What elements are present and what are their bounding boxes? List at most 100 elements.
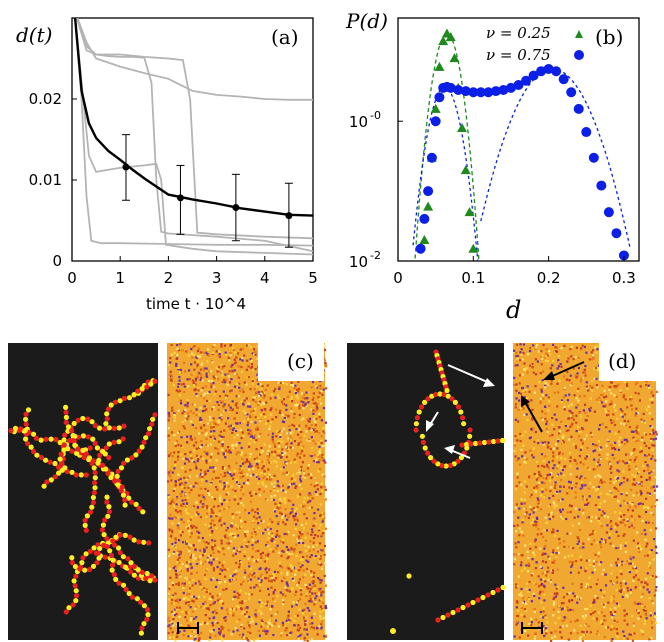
displacement-speck bbox=[168, 413, 171, 416]
displacement-speck bbox=[263, 560, 266, 563]
displacement-speck bbox=[219, 400, 222, 403]
displacement-speck bbox=[645, 497, 648, 500]
displacement-speck bbox=[268, 568, 271, 571]
displacement-speck bbox=[179, 624, 183, 627]
defect-particle bbox=[147, 578, 153, 584]
displacement-speck bbox=[566, 593, 569, 596]
displacement-speck bbox=[609, 490, 612, 493]
displacement-speck bbox=[222, 405, 225, 408]
displacement-speck bbox=[517, 553, 520, 556]
displacement-speck bbox=[257, 482, 260, 485]
defect-particle bbox=[73, 598, 79, 604]
displacement-speck bbox=[640, 418, 643, 421]
displacement-speck bbox=[284, 502, 287, 505]
displacement-speck bbox=[321, 473, 324, 476]
displacement-speck bbox=[313, 587, 316, 590]
displacement-speck bbox=[231, 428, 234, 431]
displacement-speck bbox=[194, 355, 197, 358]
displacement-speck bbox=[177, 349, 180, 352]
displacement-speck bbox=[264, 602, 267, 606]
displacement-speck bbox=[176, 524, 179, 527]
defect-particle bbox=[70, 432, 76, 439]
displacement-speck bbox=[220, 542, 223, 545]
displacement-speck bbox=[596, 578, 599, 581]
displacement-speck bbox=[181, 499, 184, 502]
displacement-speck bbox=[535, 485, 538, 488]
displacement-speck bbox=[563, 386, 566, 390]
displacement-speck bbox=[301, 475, 304, 478]
displacement-speck bbox=[522, 597, 525, 600]
displacement-speck bbox=[185, 511, 188, 514]
displacement-speck bbox=[603, 407, 607, 410]
defect-particle bbox=[135, 388, 141, 394]
displacement-speck bbox=[320, 419, 323, 422]
displacement-speck bbox=[224, 580, 227, 583]
displacement-speck bbox=[184, 565, 188, 568]
displacement-speck bbox=[566, 606, 569, 609]
displacement-speck bbox=[523, 486, 526, 489]
displacement-speck bbox=[212, 466, 215, 469]
displacement-speck bbox=[268, 453, 271, 456]
displacement-speck bbox=[641, 502, 644, 505]
displacement-speck bbox=[253, 572, 256, 575]
displacement-speck bbox=[266, 554, 269, 557]
displacement-speck bbox=[649, 566, 652, 569]
displacement-speck bbox=[189, 535, 192, 538]
displacement-speck bbox=[610, 596, 613, 599]
displacement-speck bbox=[558, 537, 561, 541]
displacement-speck bbox=[601, 573, 604, 576]
displacement-speck bbox=[539, 565, 542, 568]
displacement-speck bbox=[194, 379, 197, 382]
displacement-speck bbox=[324, 584, 327, 587]
displacement-speck bbox=[585, 559, 588, 562]
displacement-speck bbox=[290, 546, 293, 549]
displacement-speck bbox=[222, 626, 225, 629]
displacement-speck bbox=[320, 441, 323, 444]
displacement-speck bbox=[621, 521, 624, 524]
displacement-speck bbox=[218, 483, 221, 486]
displacement-speck bbox=[596, 369, 599, 372]
displacement-speck bbox=[576, 632, 579, 635]
defect-particle bbox=[73, 588, 79, 594]
displacement-speck bbox=[632, 430, 635, 433]
panel-b-ticks: 0 0.1 0.2 0.310-210-0 bbox=[349, 109, 636, 287]
displacement-speck bbox=[568, 504, 572, 507]
displacement-speck bbox=[591, 386, 594, 389]
displacement-speck bbox=[207, 469, 210, 472]
displacement-speck bbox=[528, 350, 531, 353]
displacement-speck bbox=[246, 479, 249, 482]
displacement-speck bbox=[194, 607, 197, 610]
displacement-speck bbox=[171, 612, 174, 615]
displacement-speck bbox=[176, 552, 179, 555]
displacement-speck bbox=[235, 569, 238, 572]
displacement-speck bbox=[195, 501, 198, 504]
displacement-speck bbox=[595, 560, 598, 563]
displacement-speck bbox=[255, 492, 258, 495]
displacement-speck bbox=[600, 619, 603, 622]
displacement-speck bbox=[323, 366, 326, 369]
displacement-speck bbox=[582, 371, 585, 374]
displacement-speck bbox=[518, 481, 521, 484]
displacement-speck bbox=[215, 476, 218, 480]
displacement-speck bbox=[318, 445, 321, 448]
displacement-speck bbox=[554, 622, 557, 625]
displacement-speck bbox=[212, 375, 215, 378]
defect-particle bbox=[53, 436, 59, 443]
displacement-speck bbox=[322, 454, 325, 458]
displacement-speck bbox=[177, 409, 180, 412]
displacement-speck bbox=[303, 434, 306, 437]
displacement-speck bbox=[276, 454, 279, 457]
displacement-speck bbox=[585, 503, 588, 506]
displacement-speck bbox=[611, 638, 614, 641]
displacement-speck bbox=[230, 525, 233, 528]
displacement-speck bbox=[306, 587, 309, 590]
displacement-speck bbox=[263, 392, 266, 395]
displacement-speck bbox=[281, 414, 284, 417]
displacement-speck bbox=[249, 631, 252, 634]
displacement-speck bbox=[586, 583, 589, 586]
displacement-speck bbox=[542, 607, 545, 610]
displacement-speck bbox=[629, 562, 632, 565]
displacement-speck bbox=[221, 444, 224, 447]
displacement-speck bbox=[267, 537, 270, 540]
displacement-speck bbox=[260, 392, 263, 395]
